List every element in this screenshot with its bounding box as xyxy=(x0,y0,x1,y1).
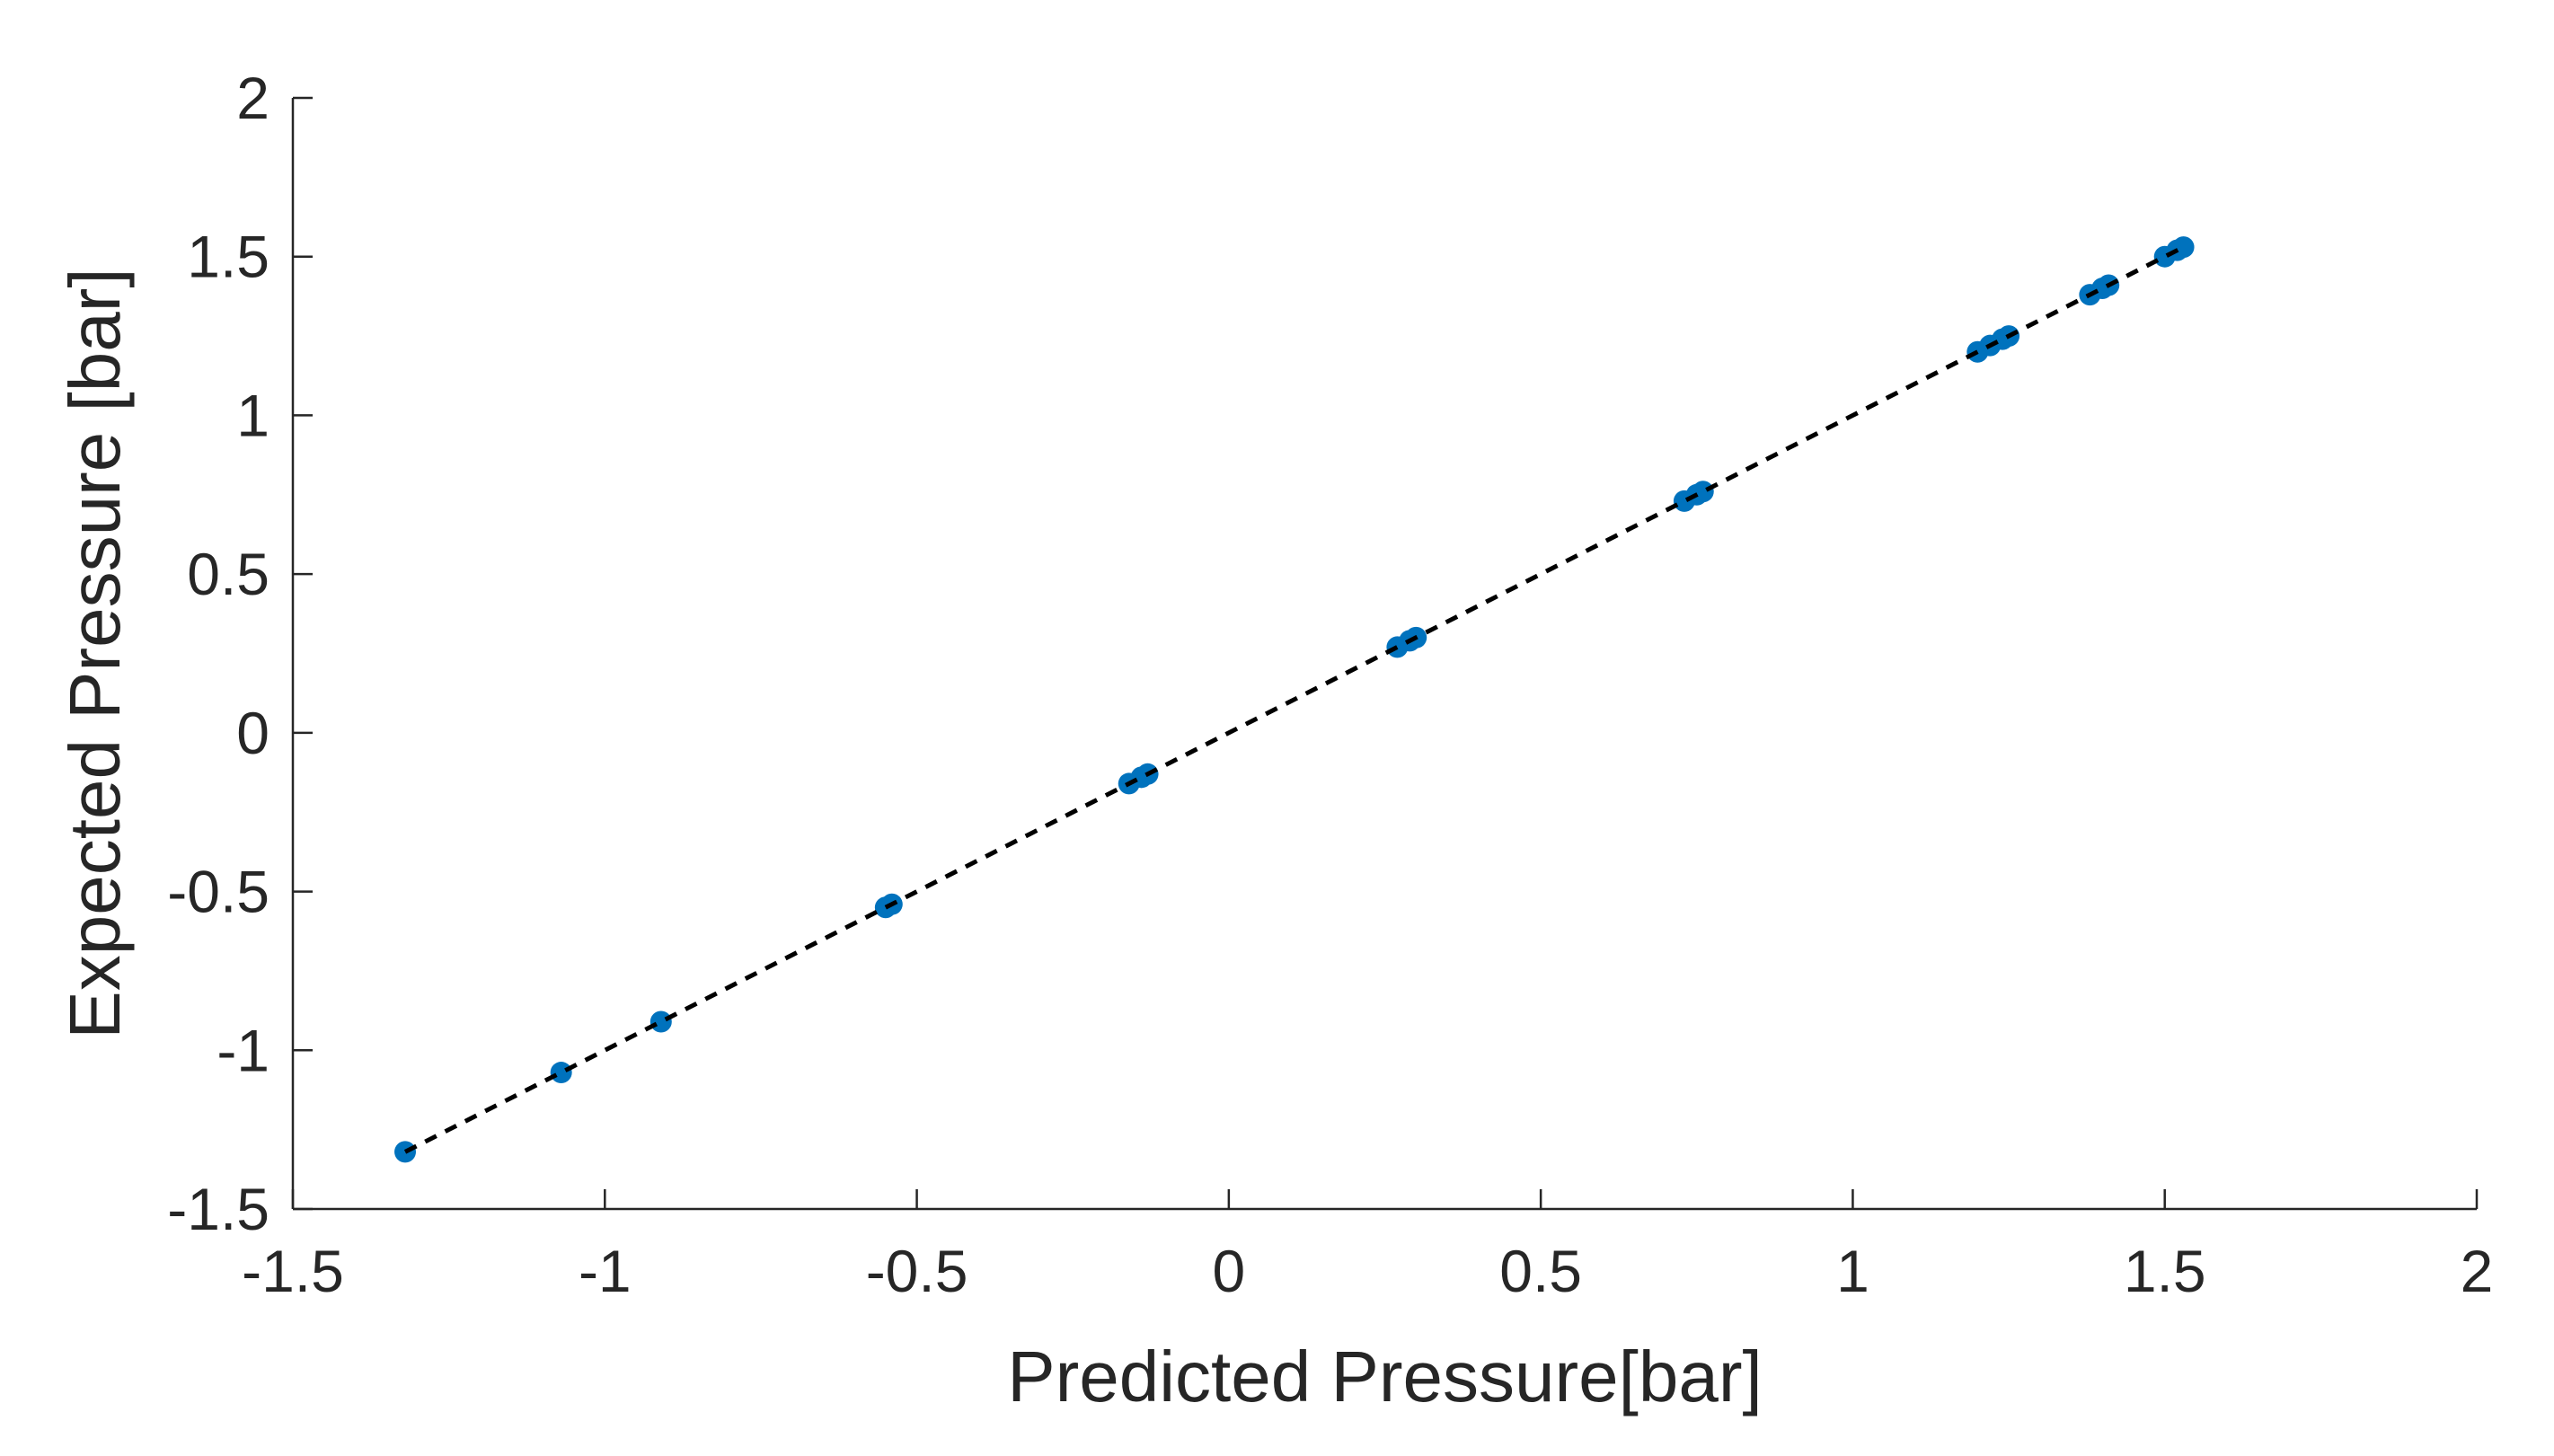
y-tick-label: 1 xyxy=(236,382,270,448)
data-point xyxy=(550,1062,572,1084)
axes xyxy=(291,98,2477,1211)
data-point xyxy=(1692,481,1714,503)
y-tick-label: 0.5 xyxy=(187,541,270,607)
y-tick-label: -1.5 xyxy=(167,1176,270,1242)
y-tick-label: 1.5 xyxy=(187,224,270,290)
y-axis-title: Expected Pressure [bar] xyxy=(55,268,135,1038)
y-tick-label: 0 xyxy=(236,700,270,766)
reference-line-group xyxy=(403,244,2185,1154)
data-point xyxy=(2172,236,2195,259)
x-tick-label: -1.5 xyxy=(242,1238,344,1304)
x-axis-title: Predicted Pressure[bar] xyxy=(1007,1337,1762,1416)
y-axis-ticks: -1.5 -1 -0.5 0 0.5 1 1.5 2 xyxy=(167,65,313,1242)
x-tick-label: -0.5 xyxy=(866,1238,968,1304)
y-tick-label: -1 xyxy=(217,1017,270,1083)
x-tick-label: 1 xyxy=(1836,1238,1869,1304)
y-tick-label: 2 xyxy=(236,65,270,131)
x-tick-label: 1.5 xyxy=(2124,1238,2206,1304)
x-tick-label: 0 xyxy=(1212,1238,1245,1304)
x-axis-ticks: -1.5 -1 -0.5 0 0.5 1 1.5 2 xyxy=(242,1189,2493,1304)
x-tick-label: -1 xyxy=(579,1238,632,1304)
reference-line xyxy=(403,244,2185,1154)
y-tick-label: -0.5 xyxy=(167,859,270,925)
data-point xyxy=(650,1010,672,1033)
data-points xyxy=(394,236,2195,1163)
x-tick-label: 0.5 xyxy=(1499,1238,1582,1304)
x-tick-label: 2 xyxy=(2461,1238,2494,1304)
